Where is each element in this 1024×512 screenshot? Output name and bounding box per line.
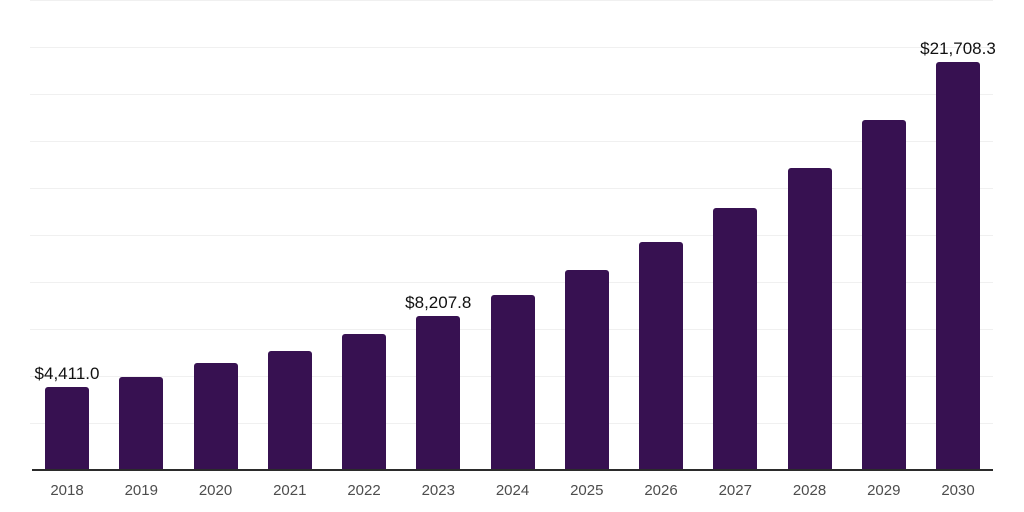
- x-tick-label-2023: 2023: [421, 482, 455, 499]
- bar-2027: [713, 207, 758, 470]
- x-tick-label-2026: 2026: [644, 482, 678, 499]
- gridline: [30, 188, 993, 189]
- gridline: [30, 282, 993, 283]
- bar-2022: [342, 334, 386, 470]
- bar-2026: [639, 241, 683, 470]
- bar-2028: [787, 168, 832, 470]
- bar-2030: [936, 61, 980, 470]
- x-tick-label-2029: 2029: [867, 482, 901, 499]
- x-tick-label-2020: 2020: [198, 482, 233, 499]
- gridline: [30, 235, 993, 236]
- bar-2020: [193, 363, 238, 470]
- x-tick-label-2022: 2022: [347, 482, 381, 499]
- bar-2025: [564, 269, 609, 470]
- bar-2024: [490, 294, 535, 470]
- x-tick-label-2018: 2018: [50, 482, 84, 499]
- bar-2018: [45, 387, 89, 470]
- x-tick-label-2027: 2027: [718, 482, 752, 499]
- x-tick-label-2024: 2024: [495, 482, 530, 499]
- bar-2019: [119, 376, 164, 470]
- gridline: [30, 0, 993, 1]
- data-label-2023: $8,207.8: [405, 292, 472, 312]
- x-tick-label-2030: 2030: [941, 482, 975, 499]
- bar-2023: [416, 315, 461, 470]
- bar-2029: [861, 119, 906, 470]
- gridline: [30, 47, 993, 48]
- x-tick-label-2021: 2021: [273, 482, 307, 499]
- gridline: [30, 141, 993, 142]
- x-tick-label-2025: 2025: [570, 482, 604, 499]
- bar-2021: [267, 351, 312, 470]
- data-label-2030: $21,708.3: [920, 38, 996, 58]
- x-tick-label-2028: 2028: [792, 482, 827, 499]
- x-tick-label-2019: 2019: [124, 482, 158, 499]
- x-axis-line: [32, 469, 993, 471]
- data-label-2018: $4,411.0: [34, 364, 100, 384]
- gridline: [30, 94, 993, 95]
